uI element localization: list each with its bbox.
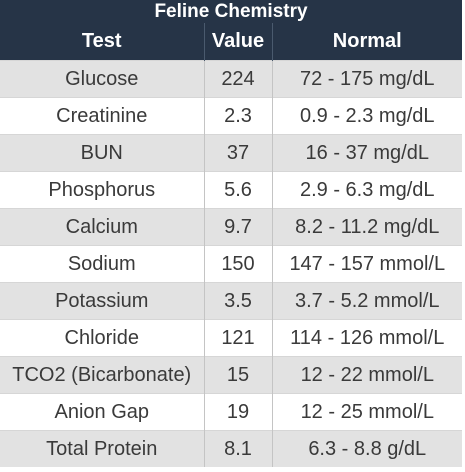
cell-value: 150 — [203, 245, 272, 283]
header-normal: Normal — [271, 23, 463, 61]
table-row: TCO2 (Bicarbonate) 15 12 - 22 mmol/L — [0, 356, 463, 394]
cell-normal: 12 - 25 mmol/L — [271, 393, 463, 431]
cell-normal: 0.9 - 2.3 mg/dL — [271, 97, 463, 135]
table-row: Anion Gap 19 12 - 25 mmol/L — [0, 393, 463, 431]
cell-test: Creatinine — [0, 97, 204, 135]
cell-value: 15 — [203, 356, 272, 394]
cell-normal: 72 - 175 mg/dL — [271, 60, 463, 98]
cell-value: 8.1 — [203, 430, 272, 467]
table-title: Feline Chemistry — [0, 0, 463, 23]
cell-normal: 3.7 - 5.2 mmol/L — [271, 282, 463, 320]
cell-test: Total Protein — [0, 430, 204, 467]
cell-normal: 147 - 157 mmol/L — [271, 245, 463, 283]
cell-value: 224 — [203, 60, 272, 98]
table-row: Creatinine 2.3 0.9 - 2.3 mg/dL — [0, 97, 463, 135]
cell-value: 19 — [203, 393, 272, 431]
cell-value: 5.6 — [203, 171, 272, 209]
cell-test: Chloride — [0, 319, 204, 357]
cell-normal: 12 - 22 mmol/L — [271, 356, 463, 394]
cell-test: Phosphorus — [0, 171, 204, 209]
cell-normal: 8.2 - 11.2 mg/dL — [271, 208, 463, 246]
cell-test: Potassium — [0, 282, 204, 320]
cell-test: BUN — [0, 134, 204, 172]
cell-test: Sodium — [0, 245, 204, 283]
table-row: Chloride 121 114 - 126 mmol/L — [0, 319, 463, 357]
table-row: Phosphorus 5.6 2.9 - 6.3 mg/dL — [0, 171, 463, 209]
table-title-row: Feline Chemistry — [0, 0, 463, 23]
cell-normal: 2.9 - 6.3 mg/dL — [271, 171, 463, 209]
table-row: Sodium 150 147 - 157 mmol/L — [0, 245, 463, 283]
table-row: Total Protein 8.1 6.3 - 8.8 g/dL — [0, 430, 463, 467]
cell-value: 2.3 — [203, 97, 272, 135]
table-header-row: Test Value Normal — [0, 23, 463, 61]
cell-test: Calcium — [0, 208, 204, 246]
cell-value: 3.5 — [203, 282, 272, 320]
table-row: Potassium 3.5 3.7 - 5.2 mmol/L — [0, 282, 463, 320]
cell-test: Glucose — [0, 60, 204, 98]
table-row: Calcium 9.7 8.2 - 11.2 mg/dL — [0, 208, 463, 246]
cell-normal: 16 - 37 mg/dL — [271, 134, 463, 172]
cell-test: Anion Gap — [0, 393, 204, 431]
cell-normal: 6.3 - 8.8 g/dL — [271, 430, 463, 467]
cell-normal: 114 - 126 mmol/L — [271, 319, 463, 357]
cell-value: 9.7 — [203, 208, 272, 246]
header-test: Test — [0, 23, 204, 61]
cell-value: 37 — [203, 134, 272, 172]
table-row: BUN 37 16 - 37 mg/dL — [0, 134, 463, 172]
table-row: Glucose 224 72 - 175 mg/dL — [0, 60, 463, 98]
cell-value: 121 — [203, 319, 272, 357]
cell-test: TCO2 (Bicarbonate) — [0, 356, 204, 394]
header-value: Value — [203, 23, 272, 61]
